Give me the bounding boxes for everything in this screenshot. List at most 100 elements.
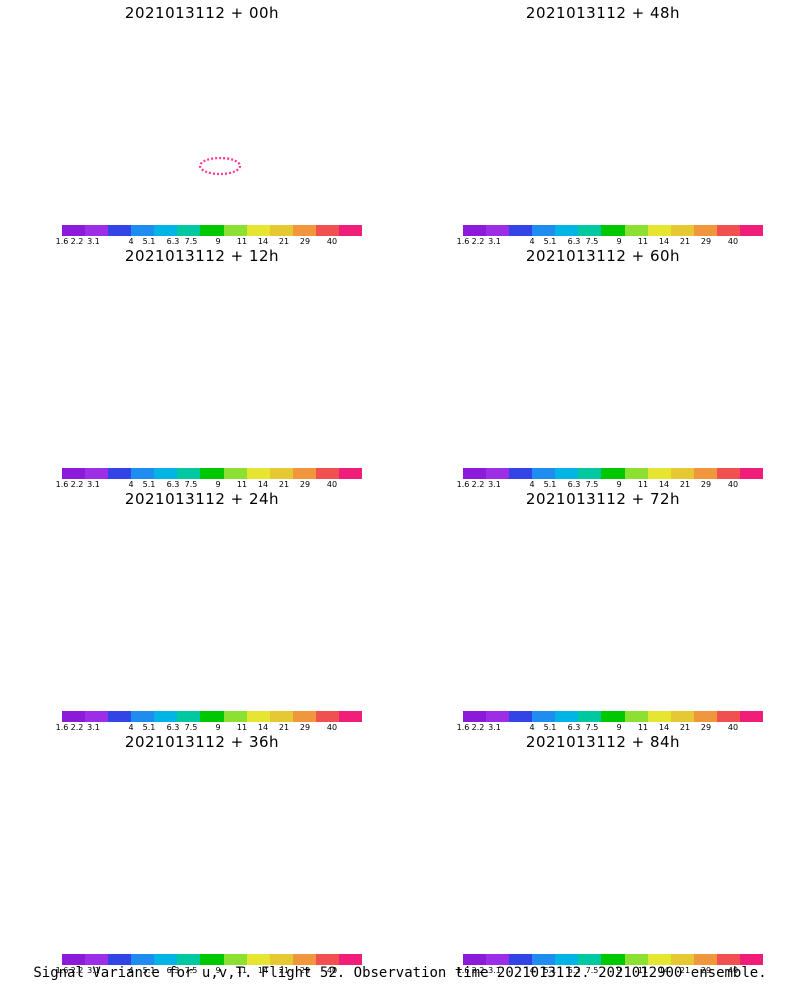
map-panel: 2021013112 + 00h 1.6 2.2 3.1 4 5.1 6.3 7.5 9 11 14… <box>2 2 402 247</box>
variance-blob <box>573 508 645 566</box>
variance-blob <box>546 108 654 179</box>
colorbar-tick-label: 6.3 <box>166 723 180 732</box>
variance-blob <box>230 790 310 875</box>
variance-blob <box>265 559 363 585</box>
variance-blob <box>281 508 390 586</box>
colorbar-tick-label: 11 <box>637 480 649 489</box>
variance-blob <box>271 508 340 564</box>
variance-blob <box>245 776 367 876</box>
variance-blob <box>534 516 582 565</box>
variance-blob <box>519 388 635 459</box>
colorbar-ticks: 1.6 2.2 3.1 4 5.1 6.3 7.5 9 11 14 21 29 40 <box>56 723 362 733</box>
variance-blob <box>199 824 274 896</box>
colorbar-ticks: 1.6 2.2 3.1 4 5.1 6.3 7.5 9 11 14 21 29 40 <box>457 480 763 490</box>
variance-blob <box>23 168 104 220</box>
colorbar-tick-label: 29 <box>700 480 712 489</box>
no-data-area <box>51 811 92 843</box>
colorbar-tick-label: 4 <box>529 723 535 732</box>
arctic-islands <box>616 765 696 821</box>
colorbar-segment <box>269 954 293 965</box>
variance-blob <box>403 897 481 951</box>
colorbar-tick-label: 21 <box>278 237 290 246</box>
colorbar-tick-label: 6.3 <box>166 966 180 975</box>
colorbar-tick-label: 11 <box>236 723 248 732</box>
variance-blob <box>660 39 742 102</box>
colorbar-segment <box>154 225 178 236</box>
colorbar-tick-label: 5.1 <box>142 237 156 246</box>
colorbar-segment <box>509 225 533 236</box>
colorbar-segment <box>509 468 533 479</box>
colorbar-tick-label: 14 <box>257 480 269 489</box>
variance-blob <box>326 508 394 554</box>
colorbar-segment <box>62 225 86 236</box>
variance-blob <box>237 839 287 871</box>
colorbar-segment <box>177 711 201 722</box>
variance-blob <box>420 145 516 202</box>
variance-blob <box>651 647 741 698</box>
variance-blob <box>9 318 70 368</box>
colorbar-segment <box>108 468 132 479</box>
variance-blob <box>208 99 308 186</box>
panel-title: 2021013112 + 36h <box>124 733 280 751</box>
no-data-area <box>680 804 746 840</box>
variance-blob <box>631 139 744 222</box>
no-data-area <box>511 96 591 154</box>
colorbar-tick-label: 5.1 <box>543 723 557 732</box>
variance-blob <box>248 270 350 330</box>
colorbar-tick-label: 6.3 <box>166 237 180 246</box>
colorbar-segment <box>670 711 694 722</box>
variance-blob <box>16 626 83 687</box>
no-data-area <box>213 528 269 562</box>
colorbar-tick-label: 1.6 <box>55 237 69 246</box>
colorbar-tick-label: 11 <box>637 237 649 246</box>
colorbar-tick-label: 4 <box>529 480 535 489</box>
variance-blob <box>574 299 628 372</box>
variance-blob <box>272 38 343 59</box>
variance-blob <box>403 170 486 216</box>
variance-blob <box>403 265 476 300</box>
no-data-area <box>171 85 236 139</box>
variance-blob <box>569 590 641 645</box>
variance-blob <box>166 340 270 400</box>
variance-map <box>403 22 800 222</box>
no-data-area <box>59 854 155 891</box>
colorbar-tick-label: 4 <box>529 237 535 246</box>
no-data-area <box>87 838 161 878</box>
variance-blob <box>103 872 140 914</box>
colorbar-segment <box>693 225 717 236</box>
colorbar-segment <box>292 468 316 479</box>
variance-blob <box>499 905 541 931</box>
colorbar-tick-label: 7.5 <box>585 966 599 975</box>
colorbar-tick-label: 1.6 <box>55 723 69 732</box>
colorbar-segment <box>62 711 86 722</box>
colorbar-segment <box>693 711 717 722</box>
variance-blob <box>591 866 666 934</box>
no-data-area <box>306 355 376 418</box>
variance-blob <box>238 381 347 458</box>
coastline <box>62 59 382 147</box>
coastline <box>463 302 783 390</box>
no-data-area <box>201 107 257 152</box>
variance-blob <box>318 558 370 608</box>
variance-blob <box>533 67 593 130</box>
variance-blob <box>425 358 501 426</box>
variance-blob <box>417 801 492 869</box>
no-data-area <box>295 571 377 628</box>
map-panel: 2021013112 + 72h 1.6 2.2 3.1 4 5.1 6.3 7.5 9 11 14… <box>403 488 800 733</box>
colorbar <box>463 711 764 722</box>
variance-blob <box>499 566 557 605</box>
colorbar-tick-label: 9 <box>616 966 622 975</box>
colorbar-tick-label: 7.5 <box>184 966 198 975</box>
colorbar-segment <box>246 225 270 236</box>
colorbar-segment <box>200 711 224 722</box>
variance-map <box>403 508 800 708</box>
variance-blob <box>553 148 601 200</box>
colorbar-tick-label: 1.6 <box>456 237 470 246</box>
variance-blob <box>164 563 245 631</box>
coastline <box>62 545 382 633</box>
variance-blob <box>647 56 703 116</box>
colorbar-tick-label: 29 <box>299 237 311 246</box>
colorbar <box>62 225 363 236</box>
variance-blob <box>338 97 402 154</box>
colorbar-segment <box>578 954 602 965</box>
